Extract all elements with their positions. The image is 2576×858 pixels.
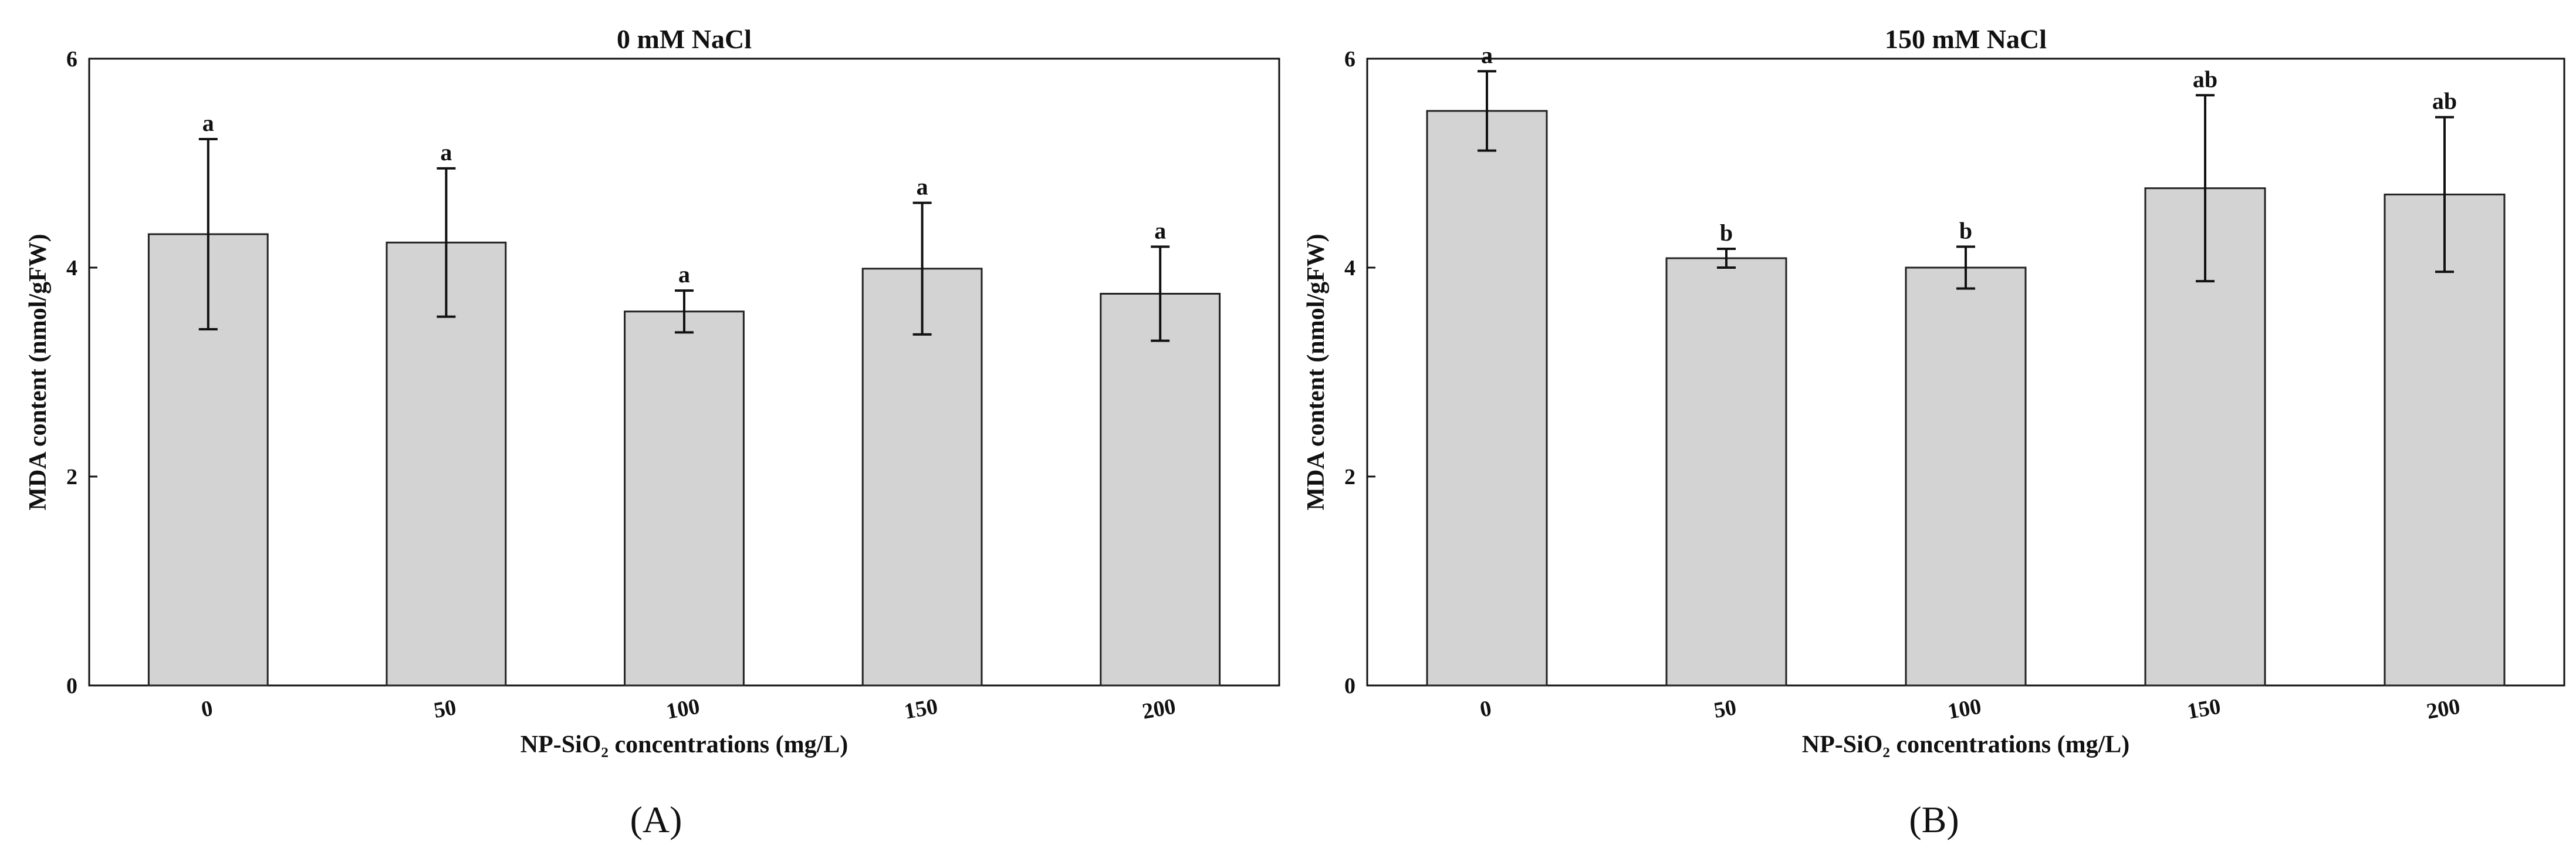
x-tick-label-a-0: 0: [200, 696, 215, 722]
significance-letter-b-4: ab: [2432, 88, 2457, 114]
significance-letter-b-3: ab: [2193, 66, 2217, 92]
panel-label-a: (A): [630, 799, 682, 840]
significance-letter-b-0: a: [1481, 42, 1493, 68]
y-tick-label-a-1: 2: [66, 465, 77, 489]
bar-b-4: [2384, 193, 2506, 687]
panel-label-b: (B): [1909, 799, 1959, 840]
y-tick-label-a-2: 4: [66, 256, 77, 281]
chart-title-a: 0 mM NaCl: [617, 24, 752, 54]
chart-title-b: 150 mM NaCl: [1885, 24, 2047, 54]
bar-a-4: [1100, 293, 1221, 687]
x-tick-label-a-2: 100: [664, 694, 701, 724]
significance-letter-b-1: b: [1720, 219, 1733, 246]
y-tick-label-b-2: 4: [1344, 256, 1355, 281]
bar-b-1: [1665, 257, 1787, 687]
x-tick-label-b-4: 200: [2425, 694, 2462, 724]
y-axis-label-a: MDA content (nmol/gFW): [25, 234, 52, 510]
y-tick-label-b-0: 0: [1344, 674, 1355, 698]
significance-letter-a-0: a: [202, 110, 214, 136]
significance-letter-a-1: a: [440, 139, 452, 165]
y-axis-label-b: MDA content (nmol/gFW): [1303, 234, 1330, 510]
bar-a-3: [861, 268, 983, 687]
significance-letter-a-2: a: [678, 261, 690, 288]
bars-a: 0 2 4 6 a 0 a 50 a 100 a 150 a 200: [66, 47, 1221, 724]
x-tick-label-a-3: 150: [902, 694, 939, 724]
y-tick-label-a-0: 0: [66, 674, 77, 698]
y-tick-label-a-3: 6: [66, 47, 77, 72]
x-tick-label-b-3: 150: [2185, 694, 2222, 724]
x-tick-label-a-1: 50: [432, 695, 458, 723]
significance-letter-a-3: a: [917, 174, 928, 200]
y-tick-label-b-3: 6: [1344, 47, 1355, 72]
bar-b-0: [1426, 110, 1548, 687]
significance-letter-a-4: a: [1154, 217, 1166, 244]
bars-b: 0 2 4 6 a 0 b 50 b 100 ab 150 ab 200: [1344, 42, 2506, 724]
x-tick-label-b-2: 100: [1946, 694, 1983, 724]
significance-letter-b-2: b: [1959, 217, 1972, 244]
bar-a-2: [624, 310, 745, 687]
x-tick-label-b-1: 50: [1712, 695, 1739, 723]
x-tick-label-b-0: 0: [1478, 696, 1493, 722]
x-axis-label-a: NP-SiO₂ concentrations (mg/L): [520, 731, 848, 758]
x-tick-label-a-4: 200: [1140, 694, 1177, 724]
x-axis-label-b: NP-SiO₂ concentrations (mg/L): [1802, 731, 2130, 758]
bar-b-2: [1905, 266, 2027, 687]
y-tick-label-b-1: 2: [1344, 465, 1355, 489]
panel-a: 0 mM NaCl NP-SiO₂ concentrations (mg/L) …: [25, 24, 1280, 758]
panel-b: 150 mM NaCl NP-SiO₂ concentrations (mg/L…: [1303, 24, 2565, 758]
